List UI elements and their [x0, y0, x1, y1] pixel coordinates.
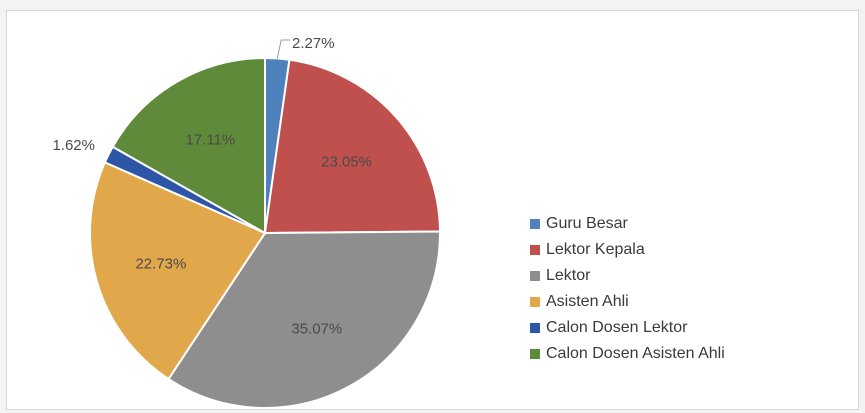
legend-swatch — [530, 219, 540, 229]
legend-label: Calon Dosen Asisten Ahli — [546, 345, 725, 362]
legend-label: Lektor Kepala — [546, 241, 645, 258]
legend: Guru Besar Lektor Kepala Lektor Asisten Ahl… — [530, 211, 725, 367]
legend-item-asisten-ahli: Asisten Ahli — [530, 289, 725, 315]
pie-chart: 2.27% 23.05% 35.07% 22.73% 1.62% 17.11% — [52, 35, 442, 409]
pie-slice-asisten-ahli — [89, 161, 267, 381]
pie-slice-lektor-kepala — [263, 58, 442, 235]
legend-item-lektor: Lektor — [530, 263, 725, 289]
chart-area: 2.27% 23.05% 35.07% 22.73% 1.62% 17.11% Guru … — [6, 10, 859, 410]
legend-label: Calon Dosen Lektor — [546, 319, 688, 336]
legend-label: Lektor — [546, 267, 591, 284]
legend-swatch — [530, 297, 540, 307]
pie-slice-lektor — [167, 230, 441, 409]
legend-swatch — [530, 245, 540, 255]
legend-item-calon-dosen-lektor: Calon Dosen Lektor — [530, 315, 725, 341]
pie-slice-calon-dosen-asisten-ahli — [111, 56, 266, 235]
data-label-lektor: 35.07% — [291, 320, 342, 337]
legend-label: Guru Besar — [546, 215, 628, 232]
data-label-calon-dosen-lektor: 1.62% — [52, 137, 95, 154]
leader-line-guru-besar — [276, 39, 290, 59]
legend-label: Asisten Ahli — [546, 293, 629, 310]
legend-swatch — [530, 271, 540, 281]
legend-swatch — [530, 323, 540, 333]
legend-item-lektor-kepala: Lektor Kepala — [530, 237, 725, 263]
data-label-guru-besar: 2.27% — [292, 35, 335, 52]
data-label-lektor-kepala: 23.05% — [321, 153, 372, 170]
legend-item-guru-besar: Guru Besar — [530, 211, 725, 237]
legend-item-calon-dosen-asisten-ahli: Calon Dosen Asisten Ahli — [530, 341, 725, 367]
data-label-asisten-ahli: 22.73% — [135, 256, 186, 273]
data-label-calon-dosen-asisten-ahli: 17.11% — [185, 131, 235, 148]
legend-swatch — [530, 349, 540, 359]
